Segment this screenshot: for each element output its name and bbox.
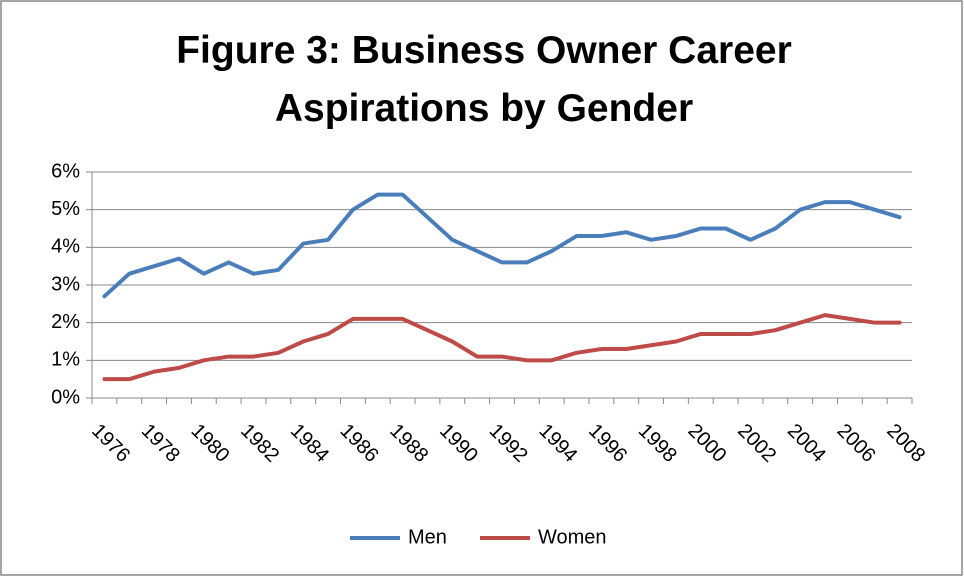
y-tick-label: 5% [51,198,80,220]
legend-label: Women [538,526,607,548]
y-tick-label: 4% [51,236,80,258]
legend-label: Men [408,526,447,548]
y-tick-label: 6% [51,160,80,182]
y-tick-label: 0% [51,386,80,408]
series-line [102,313,902,382]
y-tick-label: 3% [51,273,80,295]
y-tick-label: 2% [51,311,80,333]
y-tick-label: 1% [51,349,80,371]
chart-title: Figure 3: Business Owner Career Aspirati… [176,29,792,130]
series-line [102,192,902,299]
